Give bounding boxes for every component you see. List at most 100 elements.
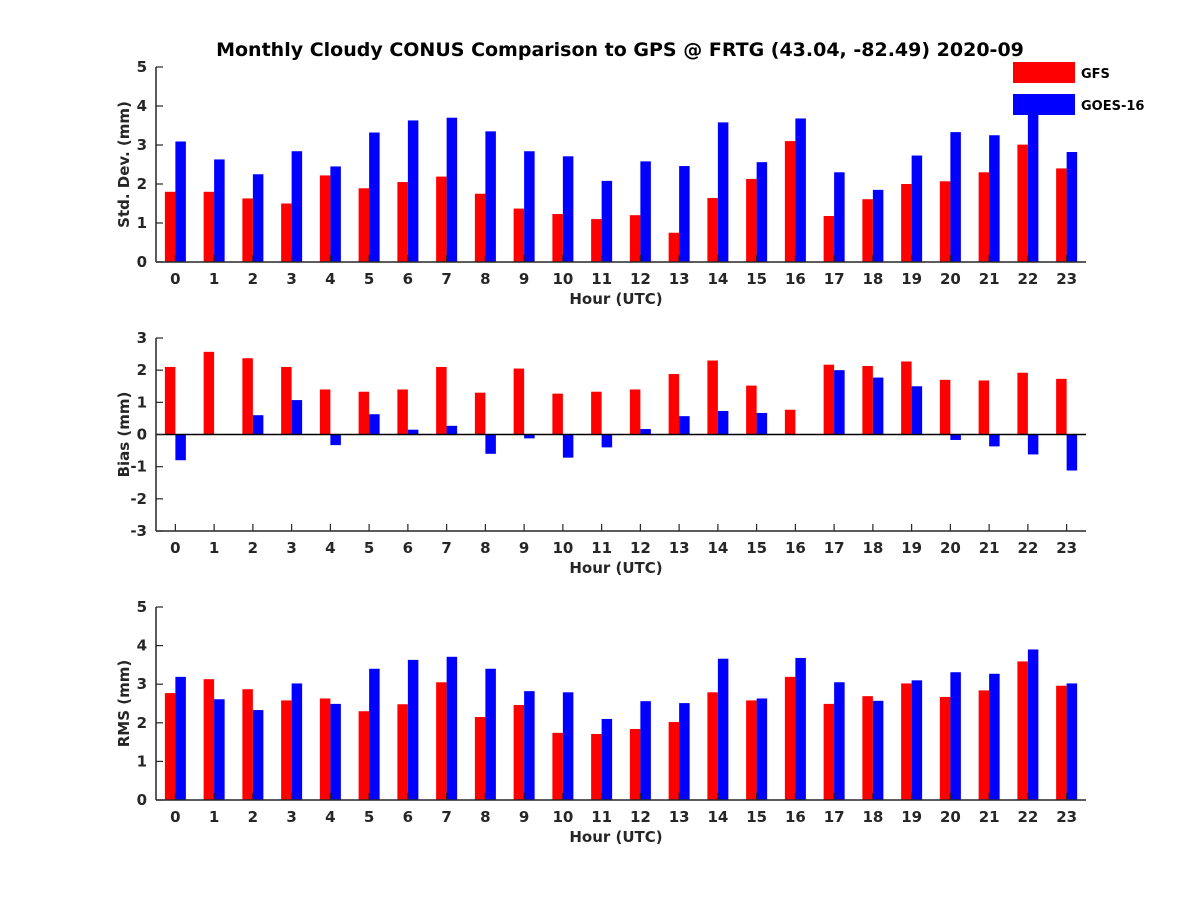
bar-goes-16-14: [717, 658, 729, 800]
x-tick-label: 3: [286, 808, 296, 826]
x-tick-label: 8: [480, 539, 490, 557]
bar-goes-16-11: [601, 718, 613, 800]
bar-goes-16-7: [446, 656, 458, 800]
bar-goes-16-8: [485, 434, 496, 454]
bar-goes-16-3: [291, 400, 303, 435]
bar-goes-16-22: [1027, 649, 1039, 800]
bar-gfs-18: [862, 199, 873, 262]
bar-gfs-19: [901, 184, 912, 262]
y-tick-label: 1: [137, 393, 147, 411]
x-tick-label: 18: [862, 808, 883, 826]
bar-goes-16-4: [330, 166, 341, 262]
x-tick-label: 15: [746, 539, 767, 557]
bar-gfs-18: [862, 696, 873, 800]
bar-gfs-3: [281, 366, 292, 435]
x-tick-label: 2: [248, 539, 258, 557]
y-axis-label: RMS (mm): [115, 660, 133, 747]
bar-goes-16-7: [446, 117, 458, 262]
bar-goes-16-16: [795, 657, 806, 800]
bar-gfs-10: [552, 393, 563, 435]
bar-gfs-1: [203, 679, 215, 800]
bar-goes-16-2: [252, 174, 264, 262]
bar-gfs-15: [746, 385, 757, 435]
bar-goes-16-11: [601, 434, 613, 448]
bar-gfs-16: [784, 676, 796, 800]
y-tick-label: -2: [130, 490, 147, 508]
bar-goes-16-1: [214, 159, 225, 262]
bar-gfs-15: [746, 178, 757, 262]
bar-gfs-20: [939, 181, 951, 262]
y-axis-label: Bias (mm): [115, 392, 133, 478]
bar-gfs-4: [319, 389, 331, 435]
x-tick-label: 10: [552, 808, 573, 826]
x-tick-label: 11: [591, 808, 612, 826]
bar-goes-16-8: [485, 131, 496, 262]
bar-goes-16-0: [175, 676, 186, 800]
bar-gfs-0: [164, 693, 176, 800]
x-tick-label: 9: [519, 539, 529, 557]
bar-gfs-17: [823, 364, 835, 435]
bar-gfs-19: [901, 683, 912, 800]
x-tick-label: 5: [364, 808, 374, 826]
bar-goes-16-9: [524, 691, 535, 800]
bar-gfs-2: [242, 358, 253, 435]
bar-gfs-8: [474, 193, 486, 262]
x-tick-label: 1: [209, 539, 219, 557]
x-tick-label: 1: [209, 270, 219, 288]
bar-gfs-14: [707, 198, 718, 262]
bar-goes-16-14: [717, 122, 729, 262]
bar-gfs-9: [513, 208, 525, 262]
bar-gfs-20: [939, 696, 951, 800]
legend-label: GOES-16: [1081, 99, 1144, 114]
x-axis-label: Hour (UTC): [569, 290, 662, 308]
bar-gfs-11: [591, 391, 602, 435]
y-tick-label: 3: [137, 675, 147, 693]
bar-goes-16-4: [330, 703, 341, 800]
bar-gfs-14: [707, 692, 718, 800]
x-tick-label: 19: [901, 539, 922, 557]
bar-gfs-5: [358, 391, 370, 435]
bar-goes-16-22: [1027, 434, 1039, 455]
bar-gfs-13: [668, 374, 680, 435]
bar-goes-16-18: [872, 377, 884, 435]
bar-gfs-7: [436, 366, 447, 435]
y-tick-label: -1: [130, 458, 147, 476]
y-tick-label: 3: [137, 136, 147, 154]
bar-goes-16-7: [446, 425, 458, 435]
x-tick-label: 17: [824, 808, 845, 826]
x-tick-label: 7: [441, 808, 451, 826]
y-tick-label: 1: [137, 752, 147, 770]
y-axis-label: Std. Dev. (mm): [115, 101, 133, 228]
bar-gfs-21: [978, 172, 990, 262]
bar-gfs-21: [978, 380, 990, 435]
x-tick-label: 0: [170, 270, 180, 288]
bar-goes-16-10: [562, 434, 574, 458]
x-tick-label: 16: [785, 270, 806, 288]
x-tick-label: 22: [1017, 270, 1038, 288]
bar-gfs-15: [746, 700, 757, 800]
x-tick-label: 7: [441, 539, 451, 557]
y-tick-label: 2: [137, 361, 147, 379]
x-tick-label: 16: [785, 808, 806, 826]
bar-gfs-20: [939, 379, 951, 435]
bar-goes-16-5: [369, 132, 380, 262]
x-tick-label: 8: [480, 808, 490, 826]
bar-gfs-9: [513, 705, 525, 800]
bar-gfs-23: [1056, 168, 1067, 262]
bar-goes-16-18: [872, 700, 884, 800]
bar-gfs-11: [591, 219, 602, 262]
y-tick-label: 3: [137, 329, 147, 347]
x-tick-label: 21: [979, 808, 1000, 826]
x-tick-label: 18: [862, 270, 883, 288]
bar-goes-16-10: [562, 692, 574, 800]
y-tick-label: 4: [137, 637, 147, 655]
bar-gfs-8: [474, 392, 486, 435]
y-tick-label: 0: [137, 426, 147, 444]
bar-goes-16-14: [717, 411, 729, 435]
x-tick-label: 3: [286, 270, 296, 288]
x-tick-label: 19: [901, 808, 922, 826]
x-tick-label: 6: [403, 539, 413, 557]
x-tick-label: 17: [824, 539, 845, 557]
bar-goes-16-18: [872, 189, 884, 262]
